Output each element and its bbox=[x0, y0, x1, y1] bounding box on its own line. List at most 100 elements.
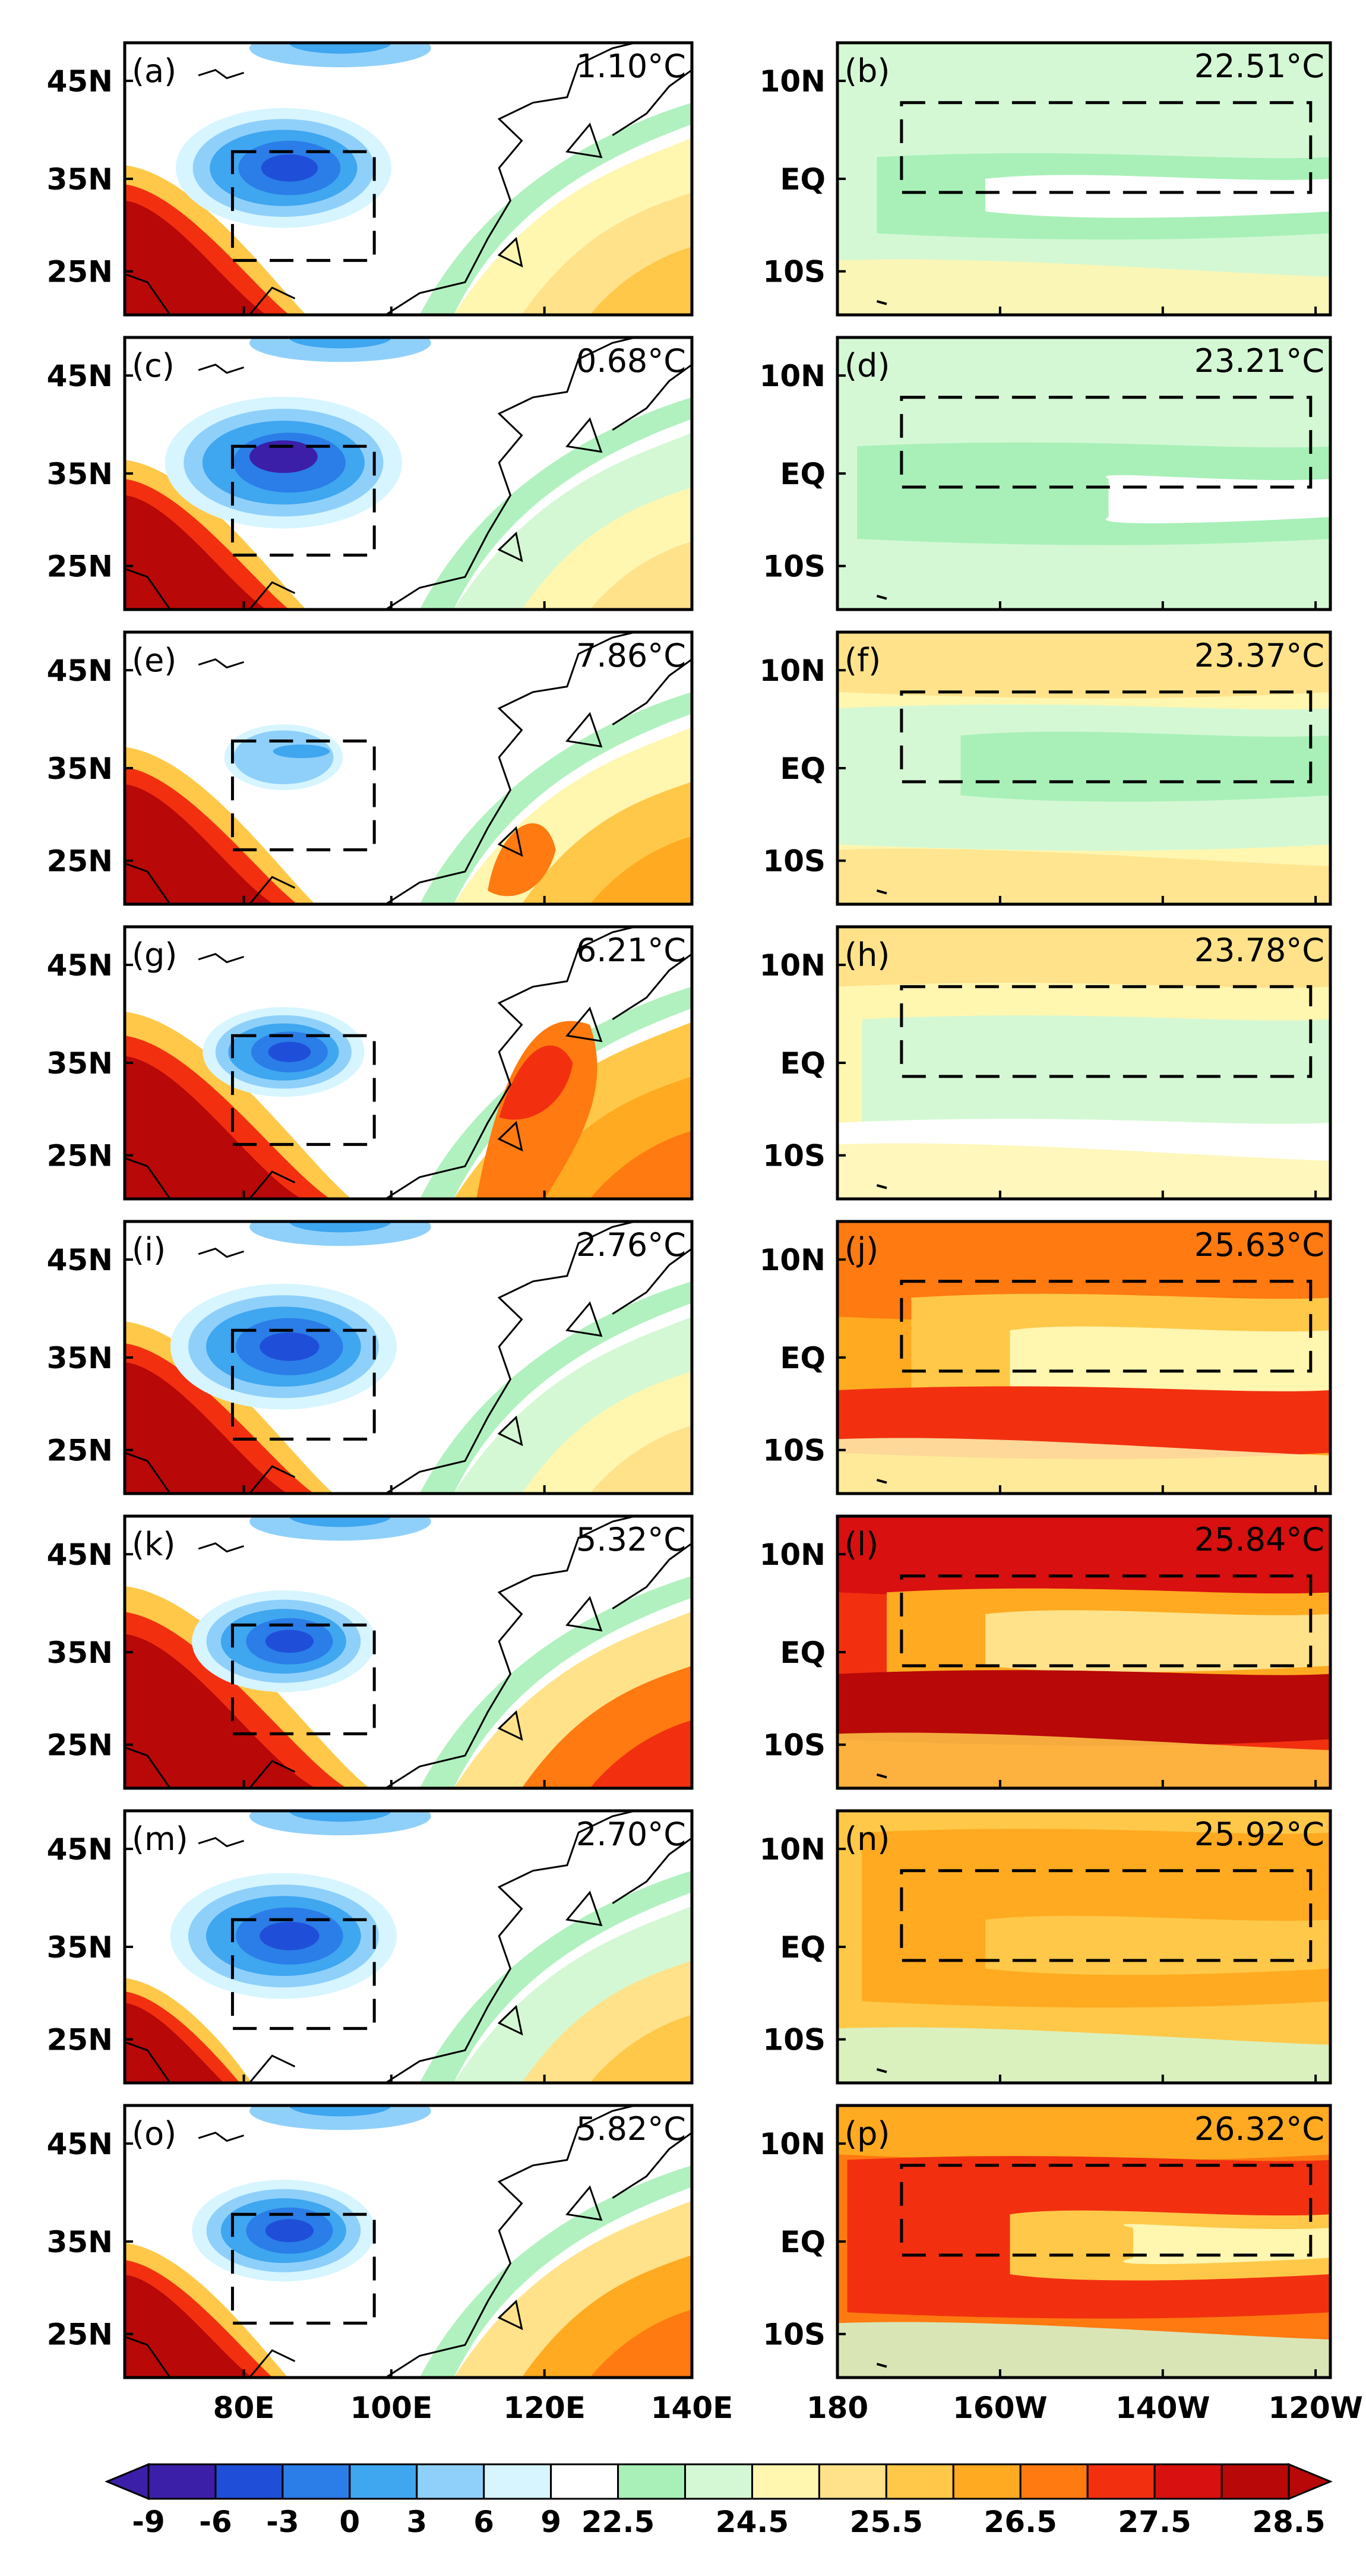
y-tick-label: 45N bbox=[47, 654, 113, 688]
colorbar-tick-label: -6 bbox=[199, 2505, 232, 2539]
contour-field bbox=[125, 1811, 692, 2083]
x-tick-label: 120E bbox=[503, 2391, 586, 2425]
colorbar-segment bbox=[214, 2463, 284, 2500]
colorbar-segment bbox=[684, 2463, 753, 2500]
x-tick-label: 180 bbox=[807, 2391, 868, 2425]
contour-field bbox=[837, 1811, 1330, 2083]
y-tick-label: 45N bbox=[47, 1243, 113, 1277]
y-tick-label: 25N bbox=[47, 255, 113, 289]
map-panel: (l) 25.84°C 10N EQ 10S bbox=[760, 1514, 1332, 1790]
y-tick-label: EQ bbox=[780, 1636, 826, 1670]
colorbar-segment bbox=[282, 2463, 351, 2500]
map-panel: (n) 25.92°C 10N EQ 10S bbox=[760, 1809, 1332, 2085]
panel-label: (o) bbox=[132, 2115, 176, 2152]
panel-label: (n) bbox=[845, 1820, 890, 1858]
contour-field bbox=[837, 2105, 1330, 2378]
map-panel: (g) 6.21°C 45N 35N 25N bbox=[47, 925, 694, 1201]
panel-value: 26.32°C bbox=[1194, 2110, 1324, 2148]
y-tick-label: 25N bbox=[47, 844, 113, 879]
contour-field bbox=[125, 43, 692, 315]
y-tick-label: 25N bbox=[47, 2318, 113, 2352]
map-panel: (m) 2.70°C 45N 35N 25N bbox=[47, 1809, 694, 2085]
panel-value: 2.76°C bbox=[576, 1226, 686, 1264]
x-tick-label: 100E bbox=[350, 2391, 433, 2425]
y-tick-label: 45N bbox=[47, 1832, 113, 1867]
y-tick-label: 25N bbox=[47, 1728, 113, 1763]
panel-label: (j) bbox=[845, 1231, 878, 1268]
contour-field bbox=[125, 337, 692, 610]
colorbar-tick-label: 0 bbox=[339, 2505, 360, 2539]
colorbar-tick-label: 9 bbox=[540, 2505, 561, 2539]
y-tick-label: EQ bbox=[780, 752, 826, 786]
panel-label: (i) bbox=[132, 1231, 166, 1268]
colorbar: -9 -6 -3 0 3 6 9 22.5 24.5 25.5 26.5 27.5 28.5 bbox=[105, 2463, 1333, 2539]
y-tick-label: EQ bbox=[780, 457, 826, 491]
y-tick-label: 10S bbox=[763, 550, 826, 584]
colorbar-segment bbox=[1019, 2463, 1089, 2500]
y-tick-label: 25N bbox=[47, 1434, 113, 1468]
panel-label: (k) bbox=[132, 1526, 175, 1563]
colorbar-tick-label: 6 bbox=[473, 2505, 494, 2539]
colorbar-tick-label: 27.5 bbox=[1118, 2505, 1191, 2539]
colorbar-tick-label: 24.5 bbox=[716, 2505, 789, 2539]
y-tick-label: 35N bbox=[47, 1636, 113, 1670]
map-panel: (h) 23.78°C 10N EQ 10S bbox=[760, 925, 1332, 1201]
y-tick-label: 45N bbox=[47, 64, 113, 99]
y-tick-label: 25N bbox=[47, 550, 113, 584]
y-tick-label: 10N bbox=[760, 654, 826, 688]
x-tick-label: 80E bbox=[213, 2391, 275, 2425]
map-panel: (k) 5.32°C 45N 35N 25N bbox=[47, 1514, 694, 1790]
panel-value: 7.86°C bbox=[576, 637, 686, 674]
y-tick-label: 10S bbox=[763, 255, 826, 289]
map-panel: (a) 1.10°C 45N 35N 25N bbox=[47, 41, 694, 317]
y-tick-label: EQ bbox=[780, 1341, 826, 1375]
colorbar-tick-label: -3 bbox=[266, 2505, 299, 2539]
y-tick-label: 10S bbox=[763, 1434, 826, 1468]
panel-label: (m) bbox=[132, 1820, 188, 1858]
map-panel: (b) 22.51°C 10N EQ 10S bbox=[760, 41, 1332, 317]
map-panel: (j) 25.63°C 10N EQ 10S bbox=[760, 1220, 1332, 1495]
x-tick-label: 140W bbox=[1115, 2391, 1210, 2425]
panel-value: 2.70°C bbox=[576, 1816, 686, 1853]
colorbar-tick-label: 22.5 bbox=[581, 2505, 654, 2539]
y-tick-label: 10N bbox=[760, 2127, 826, 2161]
y-tick-label: 35N bbox=[47, 457, 113, 491]
map-panel: (p) 26.32°C 10N EQ 10S 180 160W 140W 120W bbox=[760, 2104, 1363, 2425]
panel-label: (d) bbox=[845, 347, 890, 384]
panel-value: 0.68°C bbox=[576, 342, 686, 380]
y-tick-label: 10N bbox=[760, 1243, 826, 1277]
colorbar-segment bbox=[1153, 2463, 1223, 2500]
colorbar-tick-label: -9 bbox=[132, 2505, 165, 2539]
panel-label: (h) bbox=[845, 936, 890, 974]
y-tick-label: 10N bbox=[760, 359, 826, 393]
colorbar-tick-label: 28.5 bbox=[1252, 2505, 1325, 2539]
panel-value: 5.32°C bbox=[576, 1521, 686, 1558]
y-tick-label: 25N bbox=[47, 2023, 113, 2057]
panel-value: 6.21°C bbox=[576, 932, 686, 969]
contour-field bbox=[837, 1221, 1330, 1494]
contour-field bbox=[125, 1516, 692, 1788]
colorbar-segment bbox=[416, 2463, 485, 2500]
contour-field bbox=[125, 2105, 692, 2378]
colorbar-segment bbox=[1220, 2463, 1290, 2500]
y-tick-label: 10S bbox=[763, 844, 826, 879]
contour-field bbox=[125, 927, 692, 1199]
contour-field bbox=[837, 337, 1330, 610]
y-tick-label: 45N bbox=[47, 1538, 113, 1572]
colorbar-segment bbox=[147, 2463, 217, 2500]
colorbar-segment bbox=[349, 2463, 418, 2500]
contour-field bbox=[837, 1516, 1330, 1788]
colorbar-arrow-left bbox=[105, 2463, 150, 2501]
panel-label: (e) bbox=[132, 642, 176, 679]
map-panel: (e) 7.86°C 45N 35N 25N bbox=[47, 630, 694, 906]
map-panel: (d) 23.21°C 10N EQ 10S bbox=[760, 336, 1332, 611]
y-tick-label: EQ bbox=[780, 1930, 826, 1965]
y-tick-label: 10S bbox=[763, 1728, 826, 1763]
panel-label: (a) bbox=[132, 52, 176, 90]
x-tick-label: 140E bbox=[651, 2391, 733, 2425]
y-tick-label: EQ bbox=[780, 2225, 826, 2259]
y-tick-label: 10S bbox=[763, 1139, 826, 1173]
colorbar-segment bbox=[617, 2463, 687, 2500]
y-tick-label: 35N bbox=[47, 162, 113, 197]
